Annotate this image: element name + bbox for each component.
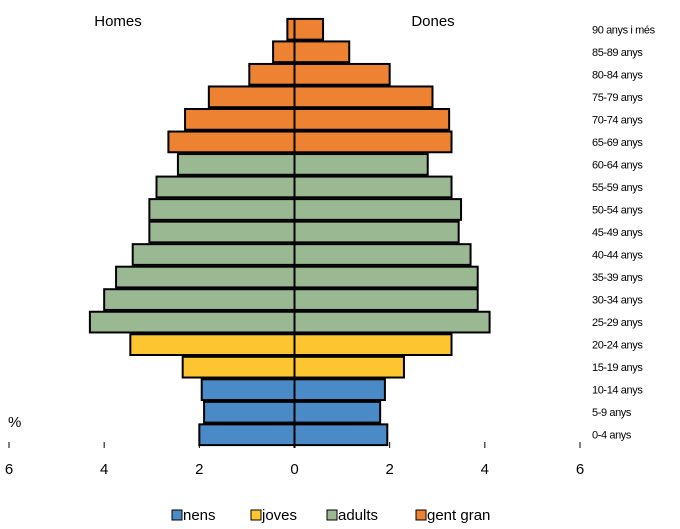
age-group-label: 80-84 anys [592,69,643,81]
age-group-label: 40-44 anys [592,250,643,262]
legend-label: joves [261,507,297,524]
bar-women [293,220,460,244]
bar-women [293,333,453,356]
bar-men [272,40,296,64]
legend: nens joves adults gent gran [171,507,490,524]
bar-women [293,62,391,86]
x-tick-label: 2 [195,461,203,478]
bar-men [203,400,296,424]
age-group-label: 15-19 anys [592,362,643,374]
age-group-label: 60-64 anys [592,159,643,171]
bar-men [129,333,296,356]
bar-women [293,265,479,289]
legend-swatch [415,509,427,521]
bar-women [293,175,453,199]
bar-women [293,40,351,64]
bar-women [293,17,325,41]
bar-men [103,288,296,311]
legend-swatch [171,509,183,521]
age-group-label: 10-14 anys [592,385,643,397]
age-group-label: 35-39 anys [592,272,643,284]
bar-men [286,17,296,41]
bar-men [148,220,296,244]
bar-women [293,108,451,131]
bar-men [248,62,296,86]
bar-men [207,85,296,109]
age-group-label: 75-79 anys [592,92,643,104]
bar-men [115,265,296,289]
age-group-label: 50-54 anys [592,204,643,216]
x-tick-label: 4 [481,461,489,478]
bar-women [293,243,472,266]
bar-men [198,423,296,447]
legend-swatch [326,509,338,521]
legend-label: gent gran [427,507,490,524]
age-group-label: 5-9 anys [592,407,632,419]
x-tick-label: 6 [5,461,13,478]
age-group-labels: 0-4 anys 5-9 anys 10-14 anys 15-19 anys 20-2… [592,24,656,441]
percent-unit-label: % [8,414,21,431]
bar-men [131,243,296,266]
legend-swatch [250,509,262,521]
bar-women [293,423,389,447]
age-group-label: 90 anys i més [592,24,656,36]
bar-women [293,130,453,154]
age-group-label: 45-49 anys [592,227,643,239]
men-label: Homes [94,13,142,30]
age-group-label: 85-89 anys [592,47,643,59]
bar-women [293,153,429,176]
x-axis: 6 4 2 0 2 4 6 [5,442,584,478]
age-group-label: 25-29 anys [592,317,643,329]
bar-men [148,198,296,221]
legend-label: nens [183,507,216,524]
bar-men [200,378,296,402]
bar-women [293,355,405,379]
bar-men [155,175,296,199]
bars-layer [88,17,491,447]
bar-women [293,198,463,221]
age-group-label: 0-4 anys [592,430,632,442]
bar-men [181,355,296,379]
age-group-label: 30-34 anys [592,295,643,307]
bar-women [293,400,382,424]
bar-men [176,153,296,176]
bar-men [184,108,296,131]
age-group-label: 65-69 anys [592,137,643,149]
age-group-label: 55-59 anys [592,182,643,194]
bar-women [293,288,479,311]
bar-women [293,310,491,334]
x-tick-label: 4 [100,461,108,478]
x-tick-label: 0 [290,461,298,478]
bar-women [293,378,386,402]
legend-label: adults [338,507,378,524]
bar-men [167,130,296,154]
bar-women [293,85,434,109]
age-group-label: 20-24 anys [592,340,643,352]
bar-men [88,310,296,334]
x-tick-label: 6 [576,461,584,478]
x-tick-label: 2 [385,461,393,478]
women-label: Dones [411,13,454,30]
age-group-label: 70-74 anys [592,114,643,126]
